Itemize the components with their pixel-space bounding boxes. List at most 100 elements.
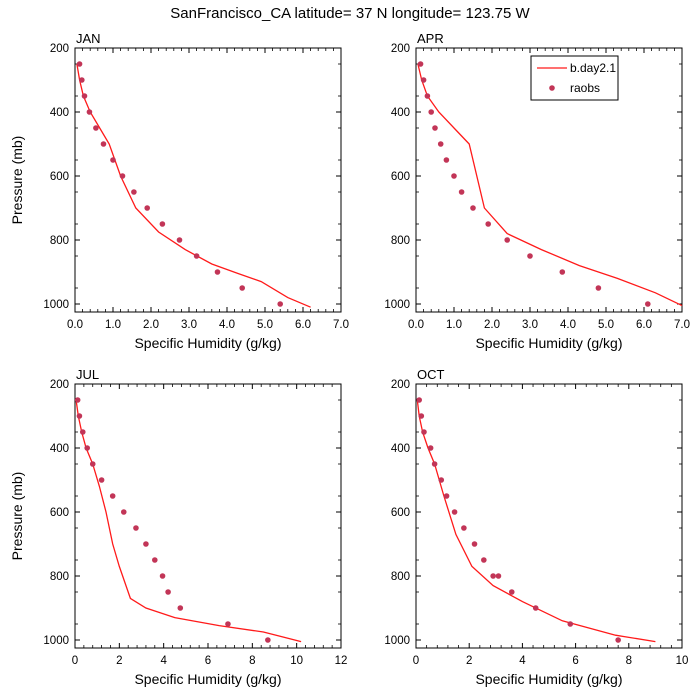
- x-axis-title: Specific Humidity (g/kg): [475, 671, 622, 687]
- obs-point: [100, 141, 107, 147]
- x-tick-label: 3.0: [181, 319, 197, 331]
- obs-point: [79, 77, 85, 83]
- y-tick-label: 600: [391, 171, 410, 183]
- obs-point: [120, 509, 127, 515]
- obs-point: [458, 189, 465, 195]
- legend: b.day2.1 raobs: [530, 55, 619, 101]
- panel-jul: 0 2 4 6 8 10 12 200 400 600 800 1000 JUL Specific Hum…: [9, 367, 347, 687]
- x-tick-label: 6: [572, 655, 578, 667]
- obs-point: [595, 285, 602, 291]
- x-tick-label: 2: [466, 655, 472, 667]
- obs-point: [471, 541, 478, 547]
- legend-label-obs: raobs: [570, 81, 600, 95]
- obs-point: [165, 589, 171, 595]
- obs-point: [424, 93, 431, 99]
- x-tick-label: 4: [519, 655, 526, 667]
- obs-point: [451, 173, 457, 179]
- obs-point: [159, 221, 166, 227]
- obs-point: [152, 557, 158, 563]
- x-tick-label: 2.0: [143, 319, 159, 331]
- plot-frame: [74, 47, 342, 313]
- obs-point: [86, 109, 93, 115]
- obs-point: [432, 125, 438, 131]
- obs-point: [93, 125, 99, 131]
- series-line-model: [76, 63, 311, 308]
- panel-apr: 0.0 1.0 2.0 3.0 4.0 5.0 6.0 7.0 200 400 600 800 1000…: [384, 31, 690, 351]
- obs-point: [431, 461, 438, 467]
- y-tick-label: 200: [50, 379, 69, 391]
- obs-point: [504, 237, 511, 243]
- series-line-model: [75, 399, 302, 643]
- plot-frame: [74, 383, 342, 649]
- plot-frame: [415, 383, 683, 649]
- obs-point: [527, 253, 533, 259]
- obs-point: [159, 573, 166, 579]
- x-tick-label: 6.0: [636, 319, 652, 331]
- x-tick-label: 3.0: [522, 319, 538, 331]
- x-tick-label: 10: [290, 655, 303, 667]
- x-tick-label: 0.0: [67, 319, 83, 331]
- obs-point: [470, 205, 476, 211]
- legend-marker-swatch: [549, 85, 555, 91]
- x-tick-label: 6.0: [295, 319, 311, 331]
- panel-label: JAN: [76, 31, 101, 46]
- x-axis-title: Specific Humidity (g/kg): [134, 671, 281, 687]
- x-axis-title: Specific Humidity (g/kg): [475, 335, 622, 351]
- obs-point: [443, 493, 450, 499]
- obs-point: [74, 397, 81, 403]
- obs-point: [214, 269, 221, 275]
- x-tick-label: 0: [72, 655, 78, 667]
- x-tick-label: 0.0: [408, 319, 424, 331]
- obs-point: [490, 573, 496, 579]
- obs-point: [225, 621, 231, 627]
- y-tick-label: 800: [391, 571, 410, 583]
- obs-point: [427, 445, 434, 451]
- x-tick-label: 4.0: [219, 319, 235, 331]
- obs-point: [559, 269, 566, 275]
- y-tick-label: 1000: [43, 299, 69, 311]
- y-tick-label: 400: [50, 443, 69, 455]
- x-tick-label: 7.0: [333, 319, 349, 331]
- y-tick-label: 1000: [384, 299, 410, 311]
- x-tick-label: 5.0: [598, 319, 614, 331]
- obs-point: [428, 109, 435, 115]
- obs-point: [143, 541, 149, 547]
- obs-point: [84, 445, 90, 451]
- y-tick-label: 200: [50, 43, 69, 55]
- obs-point: [89, 461, 96, 467]
- obs-point: [193, 253, 200, 259]
- legend-box: [530, 55, 619, 101]
- plot-frame: [415, 47, 683, 313]
- obs-point: [144, 205, 150, 211]
- x-tick-label: 12: [335, 655, 348, 667]
- y-tick-label: 1000: [43, 635, 69, 647]
- figure-title: SanFrancisco_CA latitude= 37 N longitude…: [170, 5, 530, 22]
- obs-point: [443, 157, 450, 163]
- legend-label-model: b.day2.1: [570, 61, 616, 75]
- obs-point: [177, 605, 184, 611]
- obs-point: [416, 397, 422, 403]
- obs-point: [567, 621, 574, 627]
- y-tick-label: 200: [391, 43, 410, 55]
- y-tick-label: 600: [391, 507, 410, 519]
- x-tick-label: 10: [676, 655, 689, 667]
- obs-point: [277, 301, 284, 307]
- y-tick-label: 600: [50, 507, 69, 519]
- y-tick-label: 400: [391, 443, 410, 455]
- obs-point: [109, 493, 116, 499]
- panel-label: OCT: [417, 367, 445, 382]
- y-tick-label: 800: [50, 235, 69, 247]
- y-tick-label: 800: [50, 571, 69, 583]
- y-tick-label: 400: [391, 107, 410, 119]
- x-tick-label: 7.0: [674, 319, 690, 331]
- y-axis-title: Pressure (mb): [9, 136, 25, 225]
- obs-point: [421, 429, 427, 435]
- obs-point: [420, 77, 427, 83]
- x-tick-label: 1.0: [105, 319, 121, 331]
- x-tick-label: 8: [249, 655, 255, 667]
- y-tick-label: 200: [391, 379, 410, 391]
- y-tick-label: 1000: [384, 635, 410, 647]
- x-tick-label: 6: [205, 655, 211, 667]
- obs-point: [418, 413, 425, 419]
